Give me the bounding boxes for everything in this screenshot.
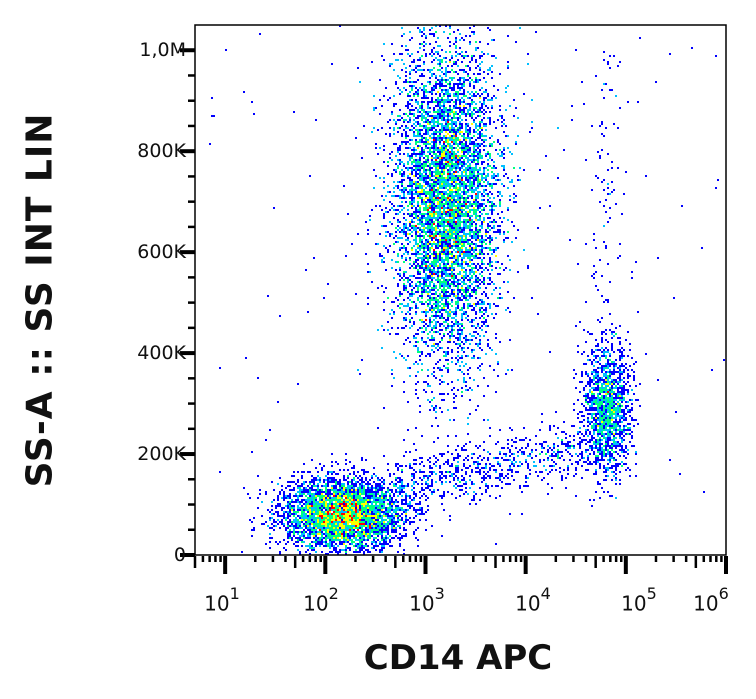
y-tick-label: 800K [137, 140, 186, 162]
y-tick-label: 600K [137, 241, 186, 263]
y-tick-label: 200K [137, 443, 186, 465]
x-tick-label: 106 [693, 584, 729, 616]
plot-frame [194, 24, 727, 556]
x-axis-label: CD14 APC [363, 638, 553, 678]
x-axis-ticks [193, 556, 728, 574]
y-tick-label: 1,0M [139, 39, 186, 61]
x-tick-label: 101 [204, 584, 240, 616]
y-tick-label: 0 [173, 544, 186, 566]
x-tick-label: 103 [409, 584, 445, 616]
y-tick-label: 400K [137, 342, 186, 364]
y-axis-label: SS-A :: SS INT LIN [19, 112, 61, 488]
scatter-points [209, 25, 725, 555]
x-tick-label: 102 [303, 584, 339, 616]
x-tick-label: 104 [515, 584, 551, 616]
x-tick-label: 105 [621, 584, 657, 616]
y-axis-ticks [180, 48, 195, 557]
